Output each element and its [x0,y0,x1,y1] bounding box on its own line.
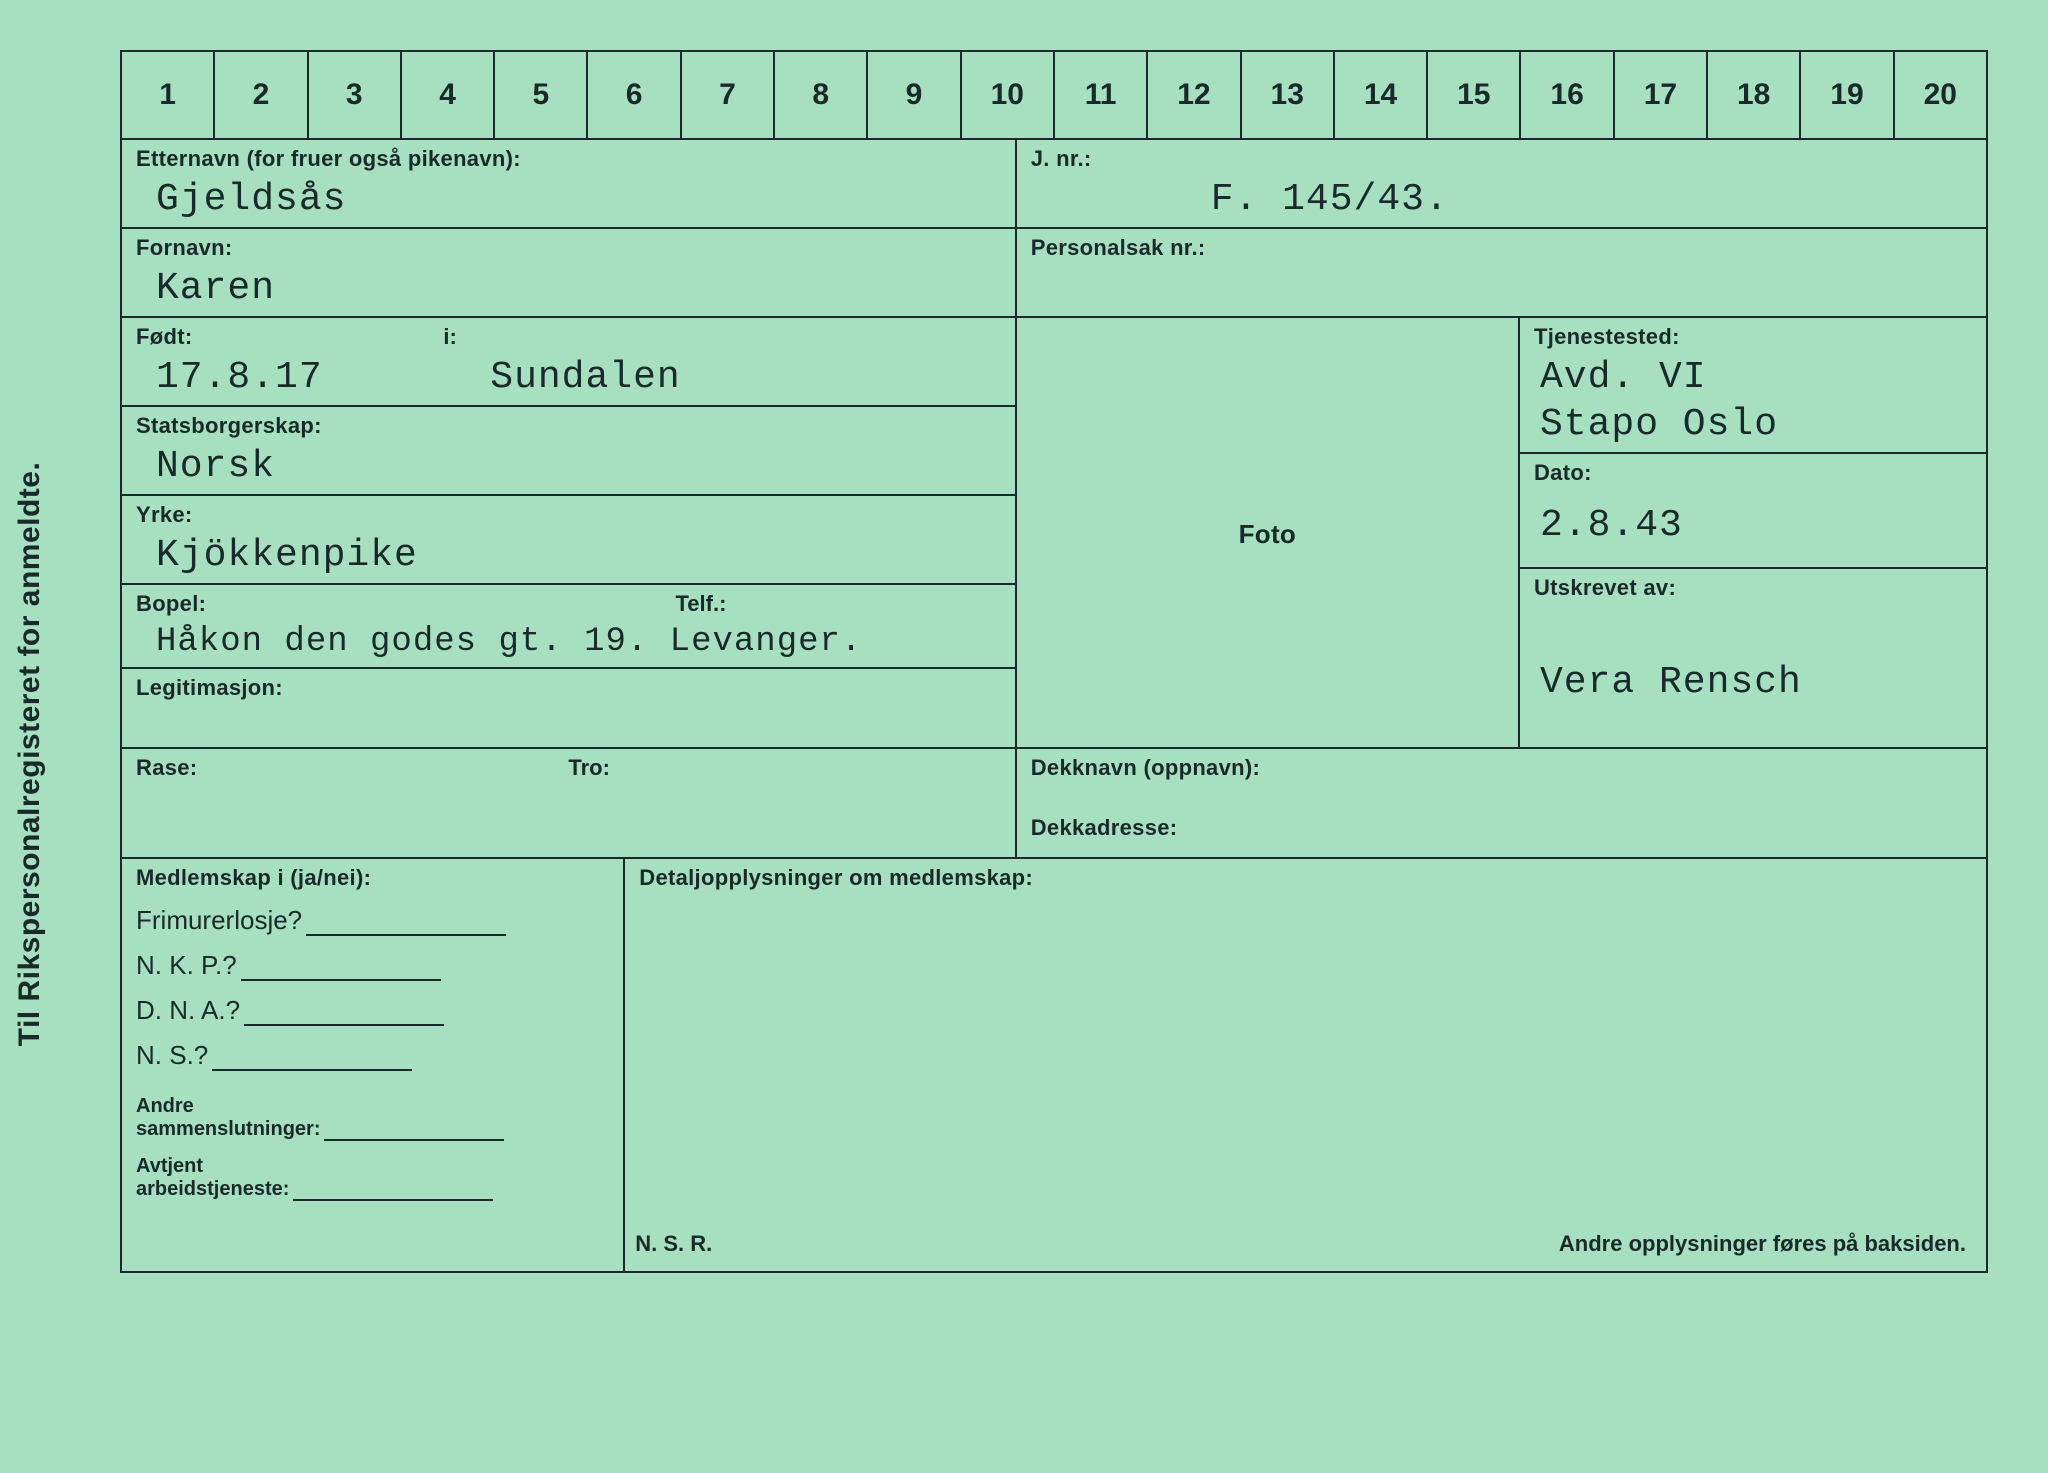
field-legitimasjon: Legitimasjon: [122,669,1015,747]
number-cell: 4 [400,52,493,138]
label-andre-samm: Andre sammenslutninger: [136,1095,320,1141]
value-utskrevet: Vera Rensch [1534,601,1972,722]
field-yrke: Yrke: Kjökkenpike [122,496,1015,585]
number-cell: 8 [773,52,866,138]
number-cell: 18 [1706,52,1799,138]
value-bopel: Håkon den godes gt. 19. Levanger. [136,617,1001,665]
membership-item-line [244,1004,444,1026]
number-cell: 14 [1333,52,1426,138]
side-label: Til Rikspersonalregisteret for anmeldte. [13,461,47,1046]
membership-item-line [306,914,506,936]
field-fodt: Født: i: 17.8.17 Sundalen [122,318,1015,407]
label-fodt-i: i: [443,324,456,350]
value-legitimasjon [136,701,1001,711]
label-jnr: J. nr.: [1031,146,1972,172]
field-statsborgerskap: Statsborgerskap: Norsk [122,407,1015,496]
left-stack: Født: i: 17.8.17 Sundalen Statsborgerska… [122,318,1017,749]
field-rase-tro: Rase: Tro: [122,749,1017,859]
number-cell: 13 [1240,52,1333,138]
form-grid: Etternavn (for fruer også pikenavn): Gje… [120,140,1988,1273]
registration-card: Til Rikspersonalregisteret for anmeldte.… [0,0,2048,1473]
number-cell: 17 [1613,52,1706,138]
membership-item: N. K. P.? [136,950,609,981]
field-foto: Foto [1017,318,1520,749]
label-medlemskap: Medlemskap i (ja/nei): [136,865,609,891]
number-cell: 6 [586,52,679,138]
label-legitimasjon: Legitimasjon: [136,675,1001,701]
number-cell: 9 [866,52,959,138]
field-detalj: Detaljopplysninger om medlemskap: N. S. … [625,859,1986,1271]
field-utskrevet: Utskrevet av: Vera Rensch [1520,569,1986,724]
membership-item-label: N. S.? [136,1040,208,1071]
label-etternavn: Etternavn (for fruer også pikenavn): [136,146,1001,172]
right-stack: Tjenestested: Avd. VI Stapo Oslo Dato: 2… [1520,318,1986,749]
label-bopel: Bopel: [136,591,1001,617]
number-cell: 7 [680,52,773,138]
number-cell: 16 [1519,52,1612,138]
number-cell: 11 [1053,52,1146,138]
value-fodt-date: 17.8.17 [156,356,323,399]
membership-item-line [212,1049,412,1071]
number-strip: 1234567891011121314151617181920 [120,50,1988,140]
value-fodt: 17.8.17 Sundalen [136,350,1001,403]
membership-item-label: N. K. P.? [136,950,237,981]
value-tjenestested-1: Avd. VI [1534,350,1972,403]
field-jnr: J. nr.: F. 145/43. [1017,140,1986,229]
number-cell: 12 [1146,52,1239,138]
label-avtjent: Avtjent arbeidstjeneste: [136,1155,289,1201]
label-dekkadresse: Dekkadresse: [1031,815,1972,841]
label-foto: Foto [1239,519,1297,550]
label-dato: Dato: [1534,460,1972,486]
value-tjenestested-2: Stapo Oslo [1534,397,1972,450]
value-personalsak [1031,261,1972,271]
membership-item-line [241,959,441,981]
label-nsr: N. S. R. [635,1231,712,1257]
number-cell: 5 [493,52,586,138]
membership-item: Frimurerlosje? [136,905,609,936]
field-dekk: Dekknavn (oppnavn): Dekkadresse: [1017,749,1986,859]
label-personalsak: Personalsak nr.: [1031,235,1972,261]
label-tjenestested: Tjenestested: [1534,324,1972,350]
value-fodt-place: Sundalen [490,356,680,399]
label-fornavn: Fornavn: [136,235,1001,261]
label-detalj: Detaljopplysninger om medlemskap: [639,865,1972,891]
membership-list: Frimurerlosje? N. K. P.? D. N. A.? N. S.? [136,905,609,1071]
field-bopel: Bopel: Telf.: Håkon den godes gt. 19. Le… [122,585,1015,669]
membership-item-label: D. N. A.? [136,995,240,1026]
label-utskrevet: Utskrevet av: [1534,575,1972,601]
label-dekknavn: Dekknavn (oppnavn): [1031,755,1972,781]
field-tjenestested: Tjenestested: Avd. VI Stapo Oslo [1520,318,1986,454]
label-baksiden: Andre opplysninger føres på baksiden. [1559,1231,1966,1257]
number-cell: 20 [1893,52,1988,138]
field-personalsak: Personalsak nr.: [1017,229,1986,318]
label-fodt: Født: [136,324,1001,350]
label-yrke: Yrke: [136,502,1001,528]
field-fornavn: Fornavn: Karen [122,229,1017,318]
number-cell: 15 [1426,52,1519,138]
label-statsborgerskap: Statsborgerskap: [136,413,1001,439]
value-statsborgerskap: Norsk [136,439,1001,492]
value-fornavn: Karen [136,261,1001,314]
field-membership: Medlemskap i (ja/nei): Frimurerlosje? N. … [122,859,625,1271]
membership-item-label: Frimurerlosje? [136,905,302,936]
number-cell: 10 [960,52,1053,138]
value-jnr: F. 145/43. [1031,172,1972,225]
membership-item: D. N. A.? [136,995,609,1026]
value-yrke: Kjökkenpike [136,528,1001,581]
value-dato: 2.8.43 [1534,486,1972,565]
label-telf: Telf.: [675,591,726,617]
field-etternavn: Etternavn (for fruer også pikenavn): Gje… [122,140,1017,229]
number-cell: 2 [213,52,306,138]
membership-item: N. S.? [136,1040,609,1071]
number-cell: 3 [307,52,400,138]
number-cell: 1 [120,52,213,138]
value-etternavn: Gjeldsås [136,172,1001,225]
label-tro: Tro: [568,755,610,781]
number-cell: 19 [1799,52,1892,138]
field-dato: Dato: 2.8.43 [1520,454,1986,569]
